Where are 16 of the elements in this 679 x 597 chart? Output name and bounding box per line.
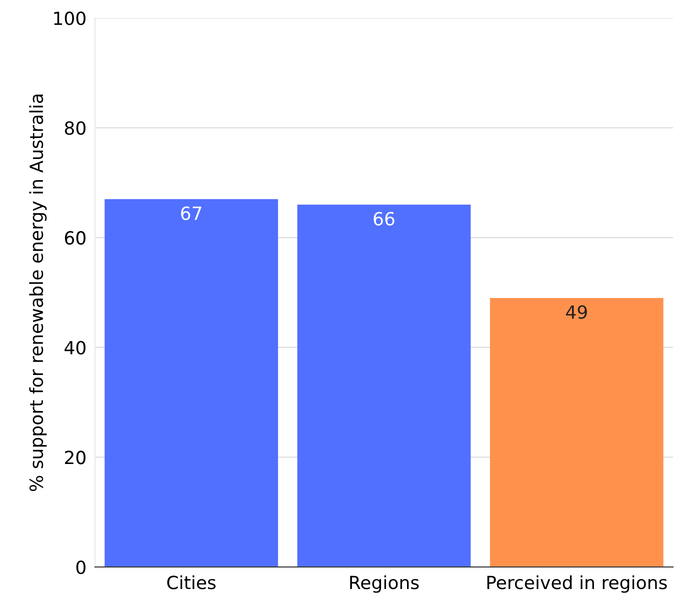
x-tick-label: Perceived in regions xyxy=(487,575,667,593)
data-label: 66 xyxy=(374,212,394,226)
x-tick-label: Cities xyxy=(167,575,216,590)
data-label: 49 xyxy=(566,305,587,319)
y-tick-label: 40 xyxy=(64,340,86,355)
y-tick-label: 60 xyxy=(64,231,86,245)
y-tick-label: 80 xyxy=(64,121,86,135)
bar xyxy=(297,204,471,567)
data-label: 67 xyxy=(181,206,202,220)
y-tick-label: 100 xyxy=(54,11,86,26)
y-tick-label: 0 xyxy=(76,560,86,574)
bar xyxy=(104,199,278,567)
y-axis-title: % support for renewable energy in Australia xyxy=(29,94,47,492)
x-tick-label: Regions xyxy=(350,575,419,593)
y-tick-label: 20 xyxy=(65,450,86,464)
bar xyxy=(490,298,664,567)
